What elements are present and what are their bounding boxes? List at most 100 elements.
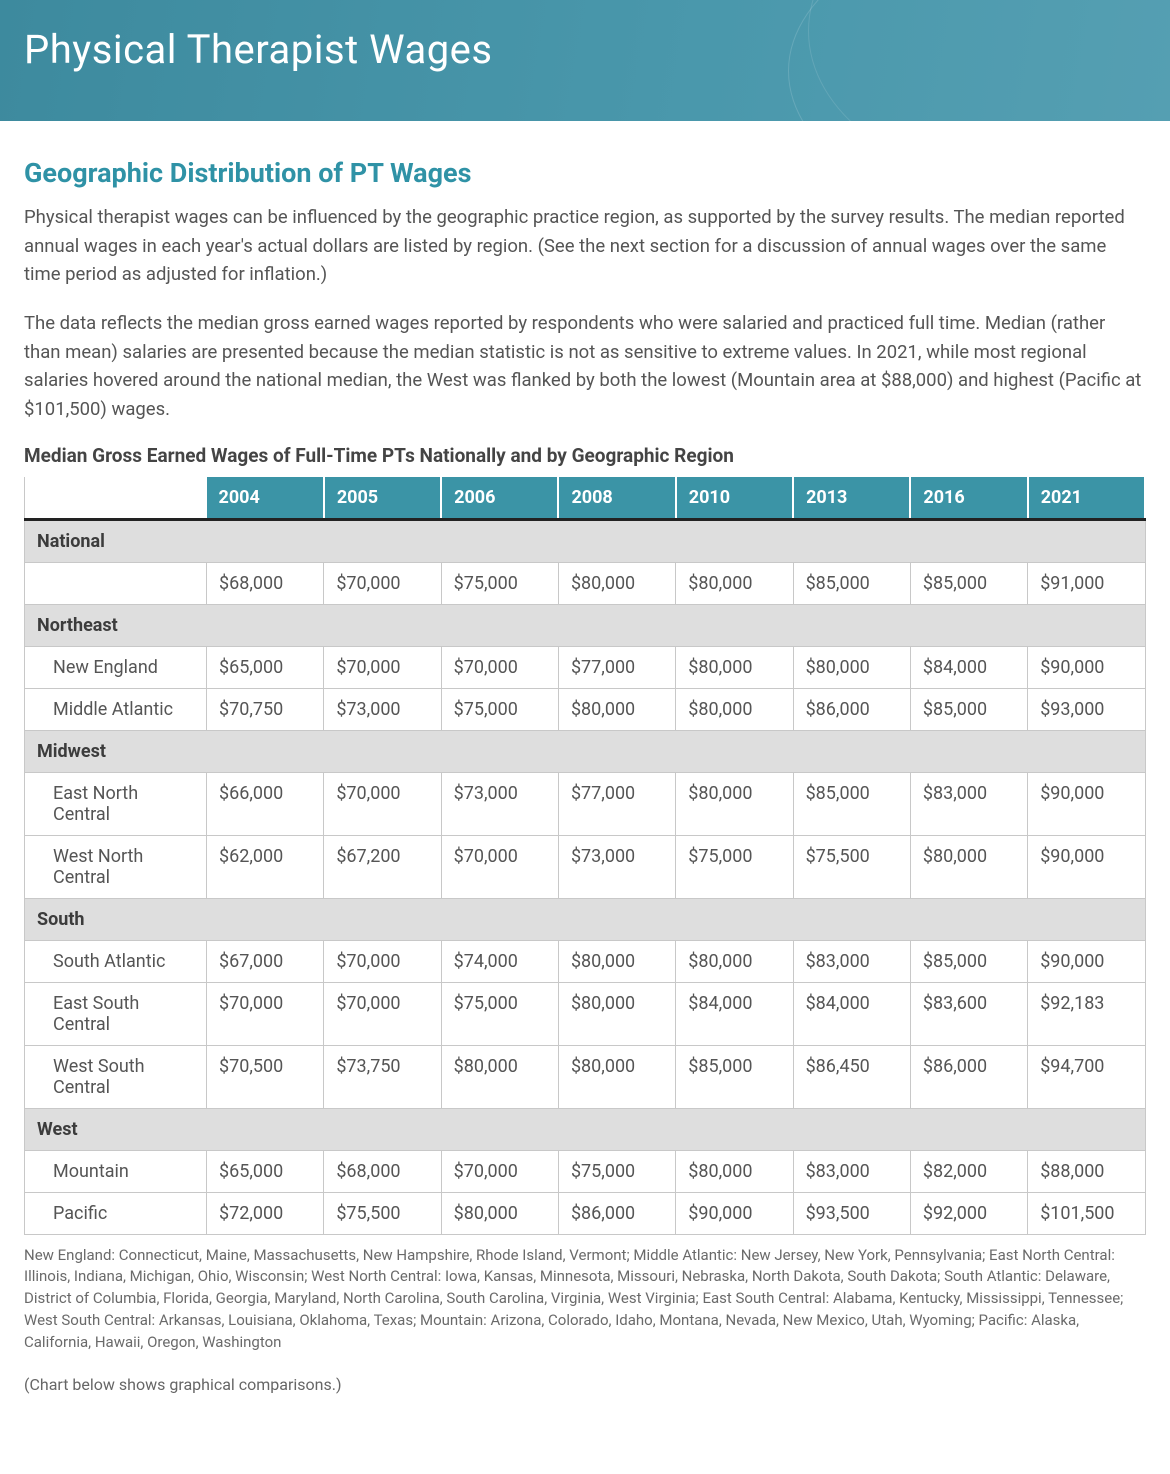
table-cell: $70,000 xyxy=(324,562,441,604)
table-group-row: National xyxy=(25,519,1146,562)
table-cell: $73,000 xyxy=(324,688,441,730)
table-cell: $68,000 xyxy=(207,562,324,604)
page-header: Physical Therapist Wages xyxy=(0,0,1170,121)
table-row-label: West South Central xyxy=(25,1045,207,1108)
table-cell: $65,000 xyxy=(207,646,324,688)
table-cell: $80,000 xyxy=(441,1045,558,1108)
table-cell: $90,000 xyxy=(1028,772,1145,835)
table-cell: $80,000 xyxy=(676,688,793,730)
content-area: Geographic Distribution of PT Wages Phys… xyxy=(0,121,1170,1414)
table-cell: $84,000 xyxy=(910,646,1027,688)
table-cell: $75,500 xyxy=(793,835,910,898)
chart-note: (Chart below shows graphical comparisons… xyxy=(24,1375,1146,1394)
table-cell: $101,500 xyxy=(1028,1192,1145,1234)
page-title: Physical Therapist Wages xyxy=(24,26,1146,73)
table-cell: $73,750 xyxy=(324,1045,441,1108)
table-cell: $70,000 xyxy=(324,772,441,835)
table-group-label: South xyxy=(25,898,1146,940)
table-cell: $93,000 xyxy=(1028,688,1145,730)
table-header-year: 2021 xyxy=(1028,477,1145,520)
table-cell: $88,000 xyxy=(1028,1150,1145,1192)
table-cell: $65,000 xyxy=(207,1150,324,1192)
table-cell: $90,000 xyxy=(1028,940,1145,982)
table-cell: $75,000 xyxy=(441,562,558,604)
table-row-label: Pacific xyxy=(25,1192,207,1234)
table-cell: $84,000 xyxy=(793,982,910,1045)
table-cell: $83,000 xyxy=(793,1150,910,1192)
table-header-year: 2006 xyxy=(441,477,558,520)
table-row: Mountain$65,000$68,000$70,000$75,000$80,… xyxy=(25,1150,1146,1192)
table-row: East North Central$66,000$70,000$73,000$… xyxy=(25,772,1146,835)
table-cell: $80,000 xyxy=(910,835,1027,898)
table-row: East South Central$70,000$70,000$75,000$… xyxy=(25,982,1146,1045)
table-row: New England$65,000$70,000$70,000$77,000$… xyxy=(25,646,1146,688)
wages-table-body: National$68,000$70,000$75,000$80,000$80,… xyxy=(25,519,1146,1234)
table-cell: $80,000 xyxy=(558,1045,675,1108)
table-row-label: West North Central xyxy=(25,835,207,898)
table-cell: $90,000 xyxy=(1028,835,1145,898)
table-cell: $74,000 xyxy=(441,940,558,982)
table-row: Middle Atlantic$70,750$73,000$75,000 $80,… xyxy=(25,688,1146,730)
table-group-row: Northeast xyxy=(25,604,1146,646)
table-cell: $67,200 xyxy=(324,835,441,898)
table-row-label: East South Central xyxy=(25,982,207,1045)
table-group-row: West xyxy=(25,1108,1146,1150)
table-cell: $83,000 xyxy=(793,940,910,982)
table-cell: $75,000 xyxy=(441,982,558,1045)
table-group-label: Midwest xyxy=(25,730,1146,772)
table-cell: $75,000 xyxy=(441,688,558,730)
table-cell: $70,000 xyxy=(441,646,558,688)
table-cell: $70,000 xyxy=(324,646,441,688)
table-cell: $70,750 xyxy=(207,688,324,730)
table-row-label xyxy=(25,562,207,604)
table-group-label: Northeast xyxy=(25,604,1146,646)
table-cell: $85,000 xyxy=(910,940,1027,982)
table-cell: $80,000 xyxy=(441,1192,558,1234)
table-cell: $80,000 xyxy=(558,562,675,604)
table-row: Pacific$72,000$75,500$80,000$86,000$90,0… xyxy=(25,1192,1146,1234)
table-cell: $67,000 xyxy=(207,940,324,982)
table-cell: $85,000 xyxy=(676,1045,793,1108)
table-cell: $84,000 xyxy=(676,982,793,1045)
table-group-label: National xyxy=(25,519,1146,562)
table-row-label: East North Central xyxy=(25,772,207,835)
table-cell: $75,000 xyxy=(558,1150,675,1192)
table-cell: $66,000 xyxy=(207,772,324,835)
table-row: West North Central$62,000$67,200$70,000$… xyxy=(25,835,1146,898)
table-cell: $70,000 xyxy=(207,982,324,1045)
table-cell: $70,000 xyxy=(441,835,558,898)
table-row: $68,000$70,000$75,000$80,000$80,000$85,0… xyxy=(25,562,1146,604)
table-group-label: West xyxy=(25,1108,1146,1150)
table-cell: $92,183 xyxy=(1028,982,1145,1045)
table-group-row: South xyxy=(25,898,1146,940)
table-cell: $80,000 xyxy=(676,1150,793,1192)
table-cell: $77,000 xyxy=(558,646,675,688)
table-group-row: Midwest xyxy=(25,730,1146,772)
table-cell: $75,500 xyxy=(324,1192,441,1234)
table-header-year: 2004 xyxy=(207,477,324,520)
table-cell: $90,000 xyxy=(1028,646,1145,688)
table-row-label: Middle Atlantic xyxy=(25,688,207,730)
table-cell: $72,000 xyxy=(207,1192,324,1234)
table-cell: $80,000 xyxy=(558,982,675,1045)
table-cell: $82,000 xyxy=(910,1150,1027,1192)
table-cell: $90,000 xyxy=(676,1192,793,1234)
intro-paragraph-2: The data reflects the median gross earne… xyxy=(24,309,1146,424)
table-cell: $77,000 xyxy=(558,772,675,835)
table-cell: $94,700 xyxy=(1028,1045,1145,1108)
table-header-year: 2010 xyxy=(676,477,793,520)
table-cell: $70,000 xyxy=(441,1150,558,1192)
table-cell: $73,000 xyxy=(558,835,675,898)
table-header-year: 2008 xyxy=(558,477,675,520)
table-cell: $80,000 xyxy=(676,772,793,835)
table-header-year: 2016 xyxy=(910,477,1027,520)
table-cell: $83,600 xyxy=(910,982,1027,1045)
table-cell: $70,000 xyxy=(324,940,441,982)
section-title: Geographic Distribution of PT Wages xyxy=(24,157,1146,189)
table-cell: $86,450 xyxy=(793,1045,910,1108)
table-cell: $86,000 xyxy=(793,688,910,730)
table-cell: $85,000 xyxy=(793,772,910,835)
table-cell: $93,500 xyxy=(793,1192,910,1234)
wages-table: 2004 2005 2006 2008 2010 2013 2016 2021 … xyxy=(24,477,1146,1235)
table-cell: $75,000 xyxy=(676,835,793,898)
